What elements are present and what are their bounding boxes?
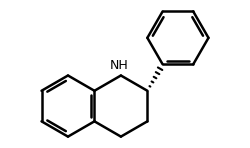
Text: NH: NH [110, 58, 128, 71]
